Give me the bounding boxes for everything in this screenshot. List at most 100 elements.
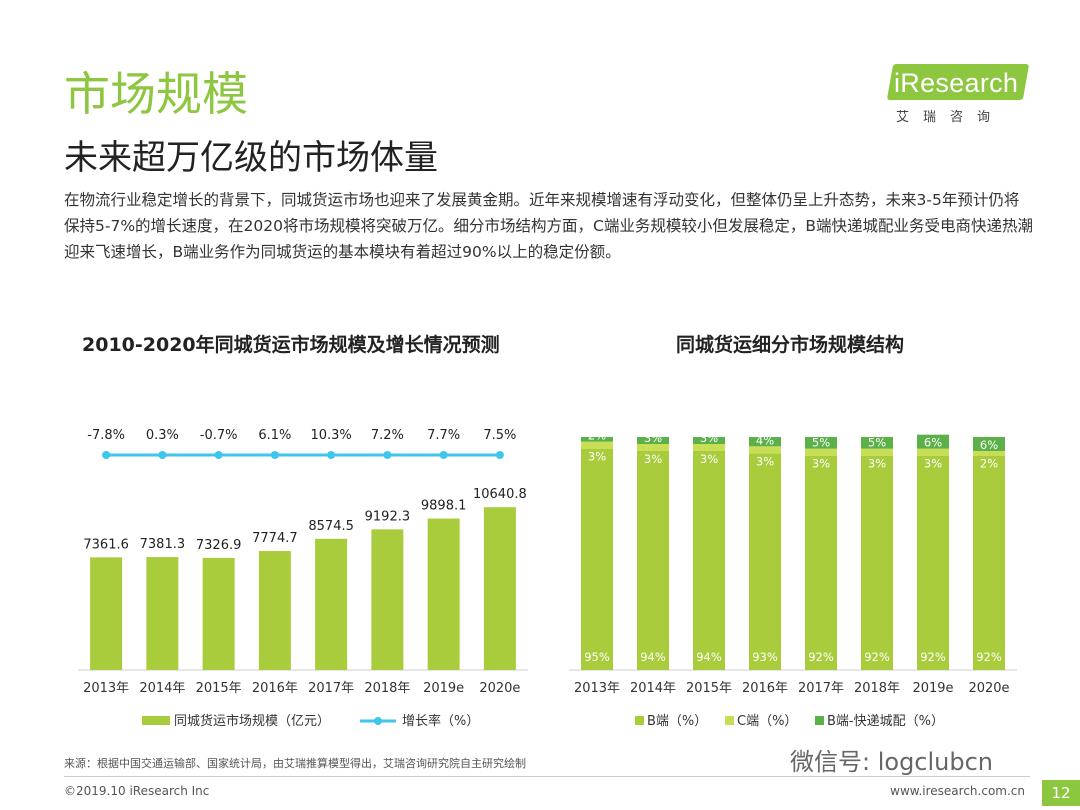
- segment-label-c: 3%: [588, 450, 606, 464]
- growth-rate-point: [158, 451, 167, 459]
- segment-label-b: 94%: [640, 650, 666, 664]
- segment-label-b: 95%: [584, 650, 610, 664]
- logo-sub-text: 艾瑞咨询: [896, 110, 1005, 125]
- bar-market-size: [427, 518, 460, 670]
- legend-label-b: B端（%）: [647, 714, 707, 729]
- growth-rate-point: [383, 451, 392, 459]
- bar-market-size: [202, 557, 235, 670]
- x-tick-label: 2015年: [196, 681, 242, 696]
- legend-swatch-growth-point: [374, 717, 382, 725]
- x-tick-label: 2019e: [423, 681, 464, 696]
- bar-market-size: [483, 507, 516, 670]
- growth-rate-point: [495, 451, 504, 459]
- growth-rate-label: 0.3%: [146, 428, 179, 443]
- growth-rate-point: [439, 451, 448, 459]
- bar-value-label: 7381.3: [140, 537, 186, 552]
- x-tick-label: 2018年: [364, 681, 410, 696]
- segment-label-c: 3%: [644, 452, 662, 466]
- x-tick-label: 2020e: [968, 681, 1009, 696]
- market-size-chart: 7361.6 2013年 -7.8% 7381.3 2014年 0.3% 7326.9 201…: [78, 428, 528, 729]
- x-tick-label: 2015年: [686, 681, 732, 696]
- bar-segment-b: [861, 455, 893, 670]
- x-tick-label: 2018年: [854, 681, 900, 696]
- page-number: 12: [1042, 780, 1080, 806]
- bar-market-size: [315, 538, 348, 670]
- segment-label-c: 2%: [980, 457, 998, 471]
- bar-segment-b: [581, 448, 613, 670]
- segment-label-b: 92%: [808, 650, 834, 664]
- bar-segment-b: [693, 450, 725, 670]
- growth-rate-label: -0.7%: [200, 428, 238, 443]
- x-tick-label: 2017年: [308, 681, 354, 696]
- growth-rate-label: 10.3%: [310, 428, 351, 443]
- bar-segment-b: [749, 453, 781, 670]
- segment-label-express: 4%: [756, 433, 774, 447]
- segment-label-express: 6%: [980, 438, 998, 452]
- bar-market-size: [146, 557, 179, 670]
- bar-segment-b: [973, 455, 1005, 670]
- growth-rate-point: [214, 451, 223, 459]
- bar-segment-express: [805, 437, 837, 449]
- bar-segment-express: [861, 437, 893, 449]
- x-tick-label: 2013年: [83, 681, 129, 696]
- legend-label-express: B端-快递城配（%）: [827, 714, 944, 729]
- x-tick-label: 2016年: [742, 681, 788, 696]
- footer-divider: [64, 776, 1030, 777]
- bar-value-label: 9898.1: [421, 499, 467, 514]
- segment-label-b: 92%: [864, 650, 890, 664]
- bar-segment-b: [637, 450, 669, 670]
- growth-rate-label: 7.5%: [483, 428, 516, 443]
- segment-label-c: 3%: [812, 457, 830, 471]
- growth-rate-label: 6.1%: [258, 428, 291, 443]
- segment-label-b: 93%: [752, 650, 778, 664]
- segment-label-express: 5%: [868, 436, 886, 450]
- bar-market-size: [90, 557, 123, 670]
- segment-label-c: 3%: [700, 452, 718, 466]
- bar-segment-c: [581, 441, 613, 449]
- wechat-watermark: 微信号: logclubcn: [790, 748, 994, 776]
- segment-label-b: 94%: [696, 650, 722, 664]
- segment-label-express: 3%: [700, 431, 718, 445]
- bar-segment-express: [973, 437, 1005, 451]
- legend-swatch-express: [815, 716, 824, 725]
- x-tick-label: 2019e: [912, 681, 953, 696]
- legend-swatch-b: [635, 716, 644, 725]
- legend-swatch-market-size: [142, 716, 170, 725]
- segment-label-c: 3%: [756, 454, 774, 468]
- legend-label-market-size: 同城货运市场规模（亿元）: [174, 713, 330, 729]
- segment-label-c: 3%: [868, 457, 886, 471]
- bar-market-size: [371, 529, 404, 670]
- bar-value-label: 10640.8: [473, 487, 527, 502]
- bar-segment-c: [749, 446, 781, 454]
- source-note: 来源：根据中国交通运输部、国家统计局，由艾瑞推算模型得出，艾瑞咨询研究院自主研究…: [64, 757, 526, 770]
- segment-label-express: 2%: [588, 429, 606, 443]
- growth-rate-point: [102, 451, 111, 459]
- growth-rate-point: [270, 451, 279, 459]
- legend-swatch-c: [725, 716, 734, 725]
- bar-segment-express: [917, 434, 949, 449]
- bar-segment-c: [693, 443, 725, 451]
- bar-segment-express: [749, 437, 781, 447]
- copyright: ©2019.10 iResearch Inc: [64, 784, 210, 798]
- bar-segment-b: [805, 455, 837, 670]
- segment-label-express: 6%: [924, 436, 942, 450]
- segment-label-b: 92%: [976, 650, 1002, 664]
- chart1-title: 2010-2020年同城货运市场规模及增长情况预测: [82, 334, 500, 356]
- logo-brand-text: iResearch: [894, 68, 1019, 98]
- bar-segment-b: [917, 455, 949, 670]
- segment-label-express: 5%: [812, 436, 830, 450]
- x-tick-label: 2014年: [630, 681, 676, 696]
- growth-rate-point: [327, 451, 336, 459]
- bar-value-label: 7774.7: [252, 531, 298, 546]
- x-tick-label: 2020e: [479, 681, 520, 696]
- bar-value-label: 7326.9: [196, 538, 242, 553]
- intro-paragraph: 在物流行业稳定增长的背景下，同城货运市场也迎来了发展黄金期。近年来规模增速有浮动…: [64, 191, 1033, 261]
- legend-label-c: C端（%）: [737, 714, 797, 729]
- growth-rate-label: 7.2%: [371, 428, 404, 443]
- x-tick-label: 2013年: [574, 681, 620, 696]
- bar-segment-c: [861, 448, 893, 456]
- website-link[interactable]: www.iresearch.com.cn: [890, 784, 1025, 798]
- bar-segment-c: [973, 450, 1005, 456]
- segment-label-express: 3%: [644, 431, 662, 445]
- bar-segment-c: [805, 448, 837, 456]
